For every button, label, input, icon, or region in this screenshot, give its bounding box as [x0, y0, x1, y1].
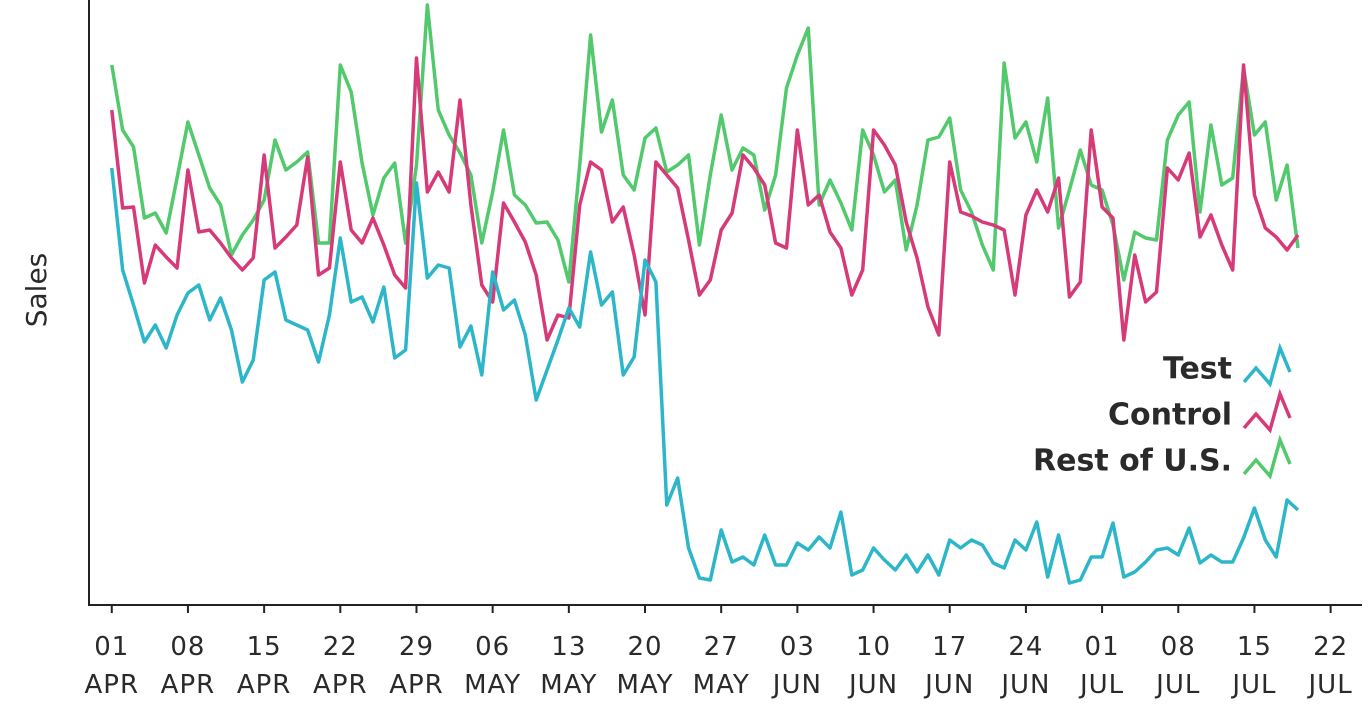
x-tick-label: 01 JUL [1079, 632, 1125, 700]
x-tick-label: 01 APR [84, 632, 140, 700]
x-tick-label: 29 APR [389, 632, 444, 700]
x-tick-label: 06 MAY [464, 632, 522, 700]
legend-icon [1242, 342, 1292, 388]
x-tick-label: 15 JUL [1232, 632, 1277, 700]
x-tick-label: 22 APR [313, 632, 368, 700]
x-tick-label: 08 APR [160, 632, 216, 700]
y-axis-label: Sales [20, 253, 53, 328]
series-line [110, 167, 1300, 585]
legend-icon [1242, 434, 1292, 480]
series-line [110, 3, 1300, 284]
legend-label: Control [1108, 398, 1232, 433]
series-line [110, 56, 1300, 342]
x-tick-label: 13 MAY [540, 632, 598, 700]
legend-icon [1242, 388, 1292, 434]
legend-label: Rest of U.S. [1033, 444, 1232, 479]
x-tick-label: 24 JUN [1001, 632, 1051, 700]
x-tick-label: 08 JUL [1156, 632, 1201, 700]
x-tick-label: 27 MAY [692, 632, 750, 700]
x-tick-label: 22 JUL [1308, 632, 1353, 700]
x-tick-label: 20 MAY [616, 632, 674, 700]
x-tick-label: 10 JUN [848, 632, 899, 700]
x-tick-label: 17 JUN [925, 632, 975, 700]
x-tick-label: 03 JUN [772, 632, 822, 700]
legend-label: Test [1163, 352, 1232, 387]
x-tick-label: 15 APR [236, 632, 292, 700]
